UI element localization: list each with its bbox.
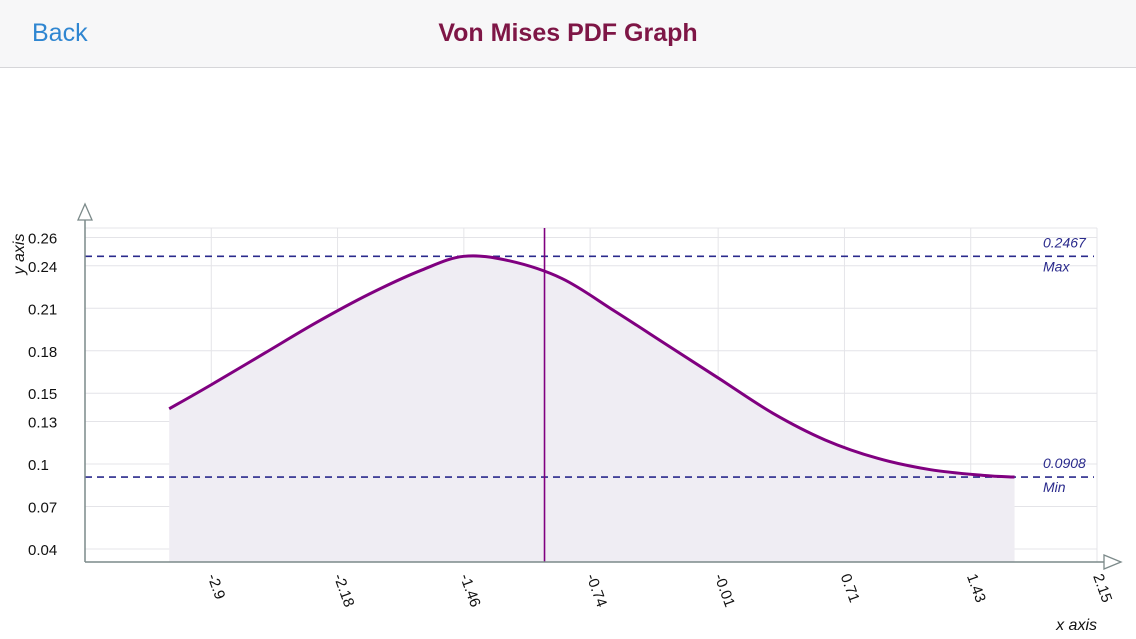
y-tick-label: 0.24 [28, 259, 57, 276]
y-tick-label: 0.26 [28, 230, 57, 247]
reference-value-label: 0.2467 [1043, 234, 1087, 250]
y-tick-label: 0.1 [28, 457, 49, 474]
x-tick-label: 0.71 [837, 572, 863, 605]
curve-area-fill [169, 255, 1015, 562]
y-tick-label: 0.07 [28, 499, 57, 516]
y-tick-labels: 0.04 0.07 0.1 0.13 0.15 0.18 0.21 0.24 0.26 [28, 230, 57, 558]
x-tick-label: -2.9 [204, 572, 229, 602]
x-tick-label: -1.46 [456, 572, 484, 610]
reference-name-label: Max [1043, 258, 1070, 274]
reference-name-label: Min [1043, 479, 1066, 495]
x-tick-label: -0.74 [582, 572, 610, 610]
x-axis-arrow [1103, 554, 1123, 570]
series-curve [168, 254, 1015, 479]
reference-value-label: 0.0908 [1043, 455, 1086, 471]
y-tick-label: 0.18 [28, 344, 57, 361]
navigation-bar: Back Von Mises PDF Graph [0, 0, 1136, 68]
x-tick-label: 1.43 [963, 572, 989, 605]
reference-lines: 0.2467 Max 0.0908 Min [85, 234, 1094, 495]
x-axis-label: x axis [1055, 617, 1097, 634]
y-tick-label: 0.04 [28, 542, 57, 559]
x-tick-label: -0.01 [710, 572, 738, 610]
y-tick-label: 0.21 [28, 301, 57, 318]
y-axis-arrow [77, 202, 93, 221]
y-axis-label: y axis [11, 234, 28, 276]
x-tick-labels: -2.9 -2.18 -1.46 -0.74 -0.01 0.71 1.43 2.15 [204, 572, 1116, 610]
y-tick-label: 0.13 [28, 415, 57, 432]
chart-axes [77, 202, 1123, 570]
x-tick-label: -2.18 [330, 572, 358, 610]
y-tick-label: 0.15 [28, 386, 57, 403]
page-title: Von Mises PDF Graph [438, 19, 698, 47]
back-button[interactable]: Back [32, 19, 88, 47]
x-tick-label: 2.15 [1089, 572, 1115, 605]
von-mises-chart[interactable]: 0.2467 Max 0.0908 Min -2.9 -2.18 -1.46 -0.74 -0… [0, 69, 1136, 639]
